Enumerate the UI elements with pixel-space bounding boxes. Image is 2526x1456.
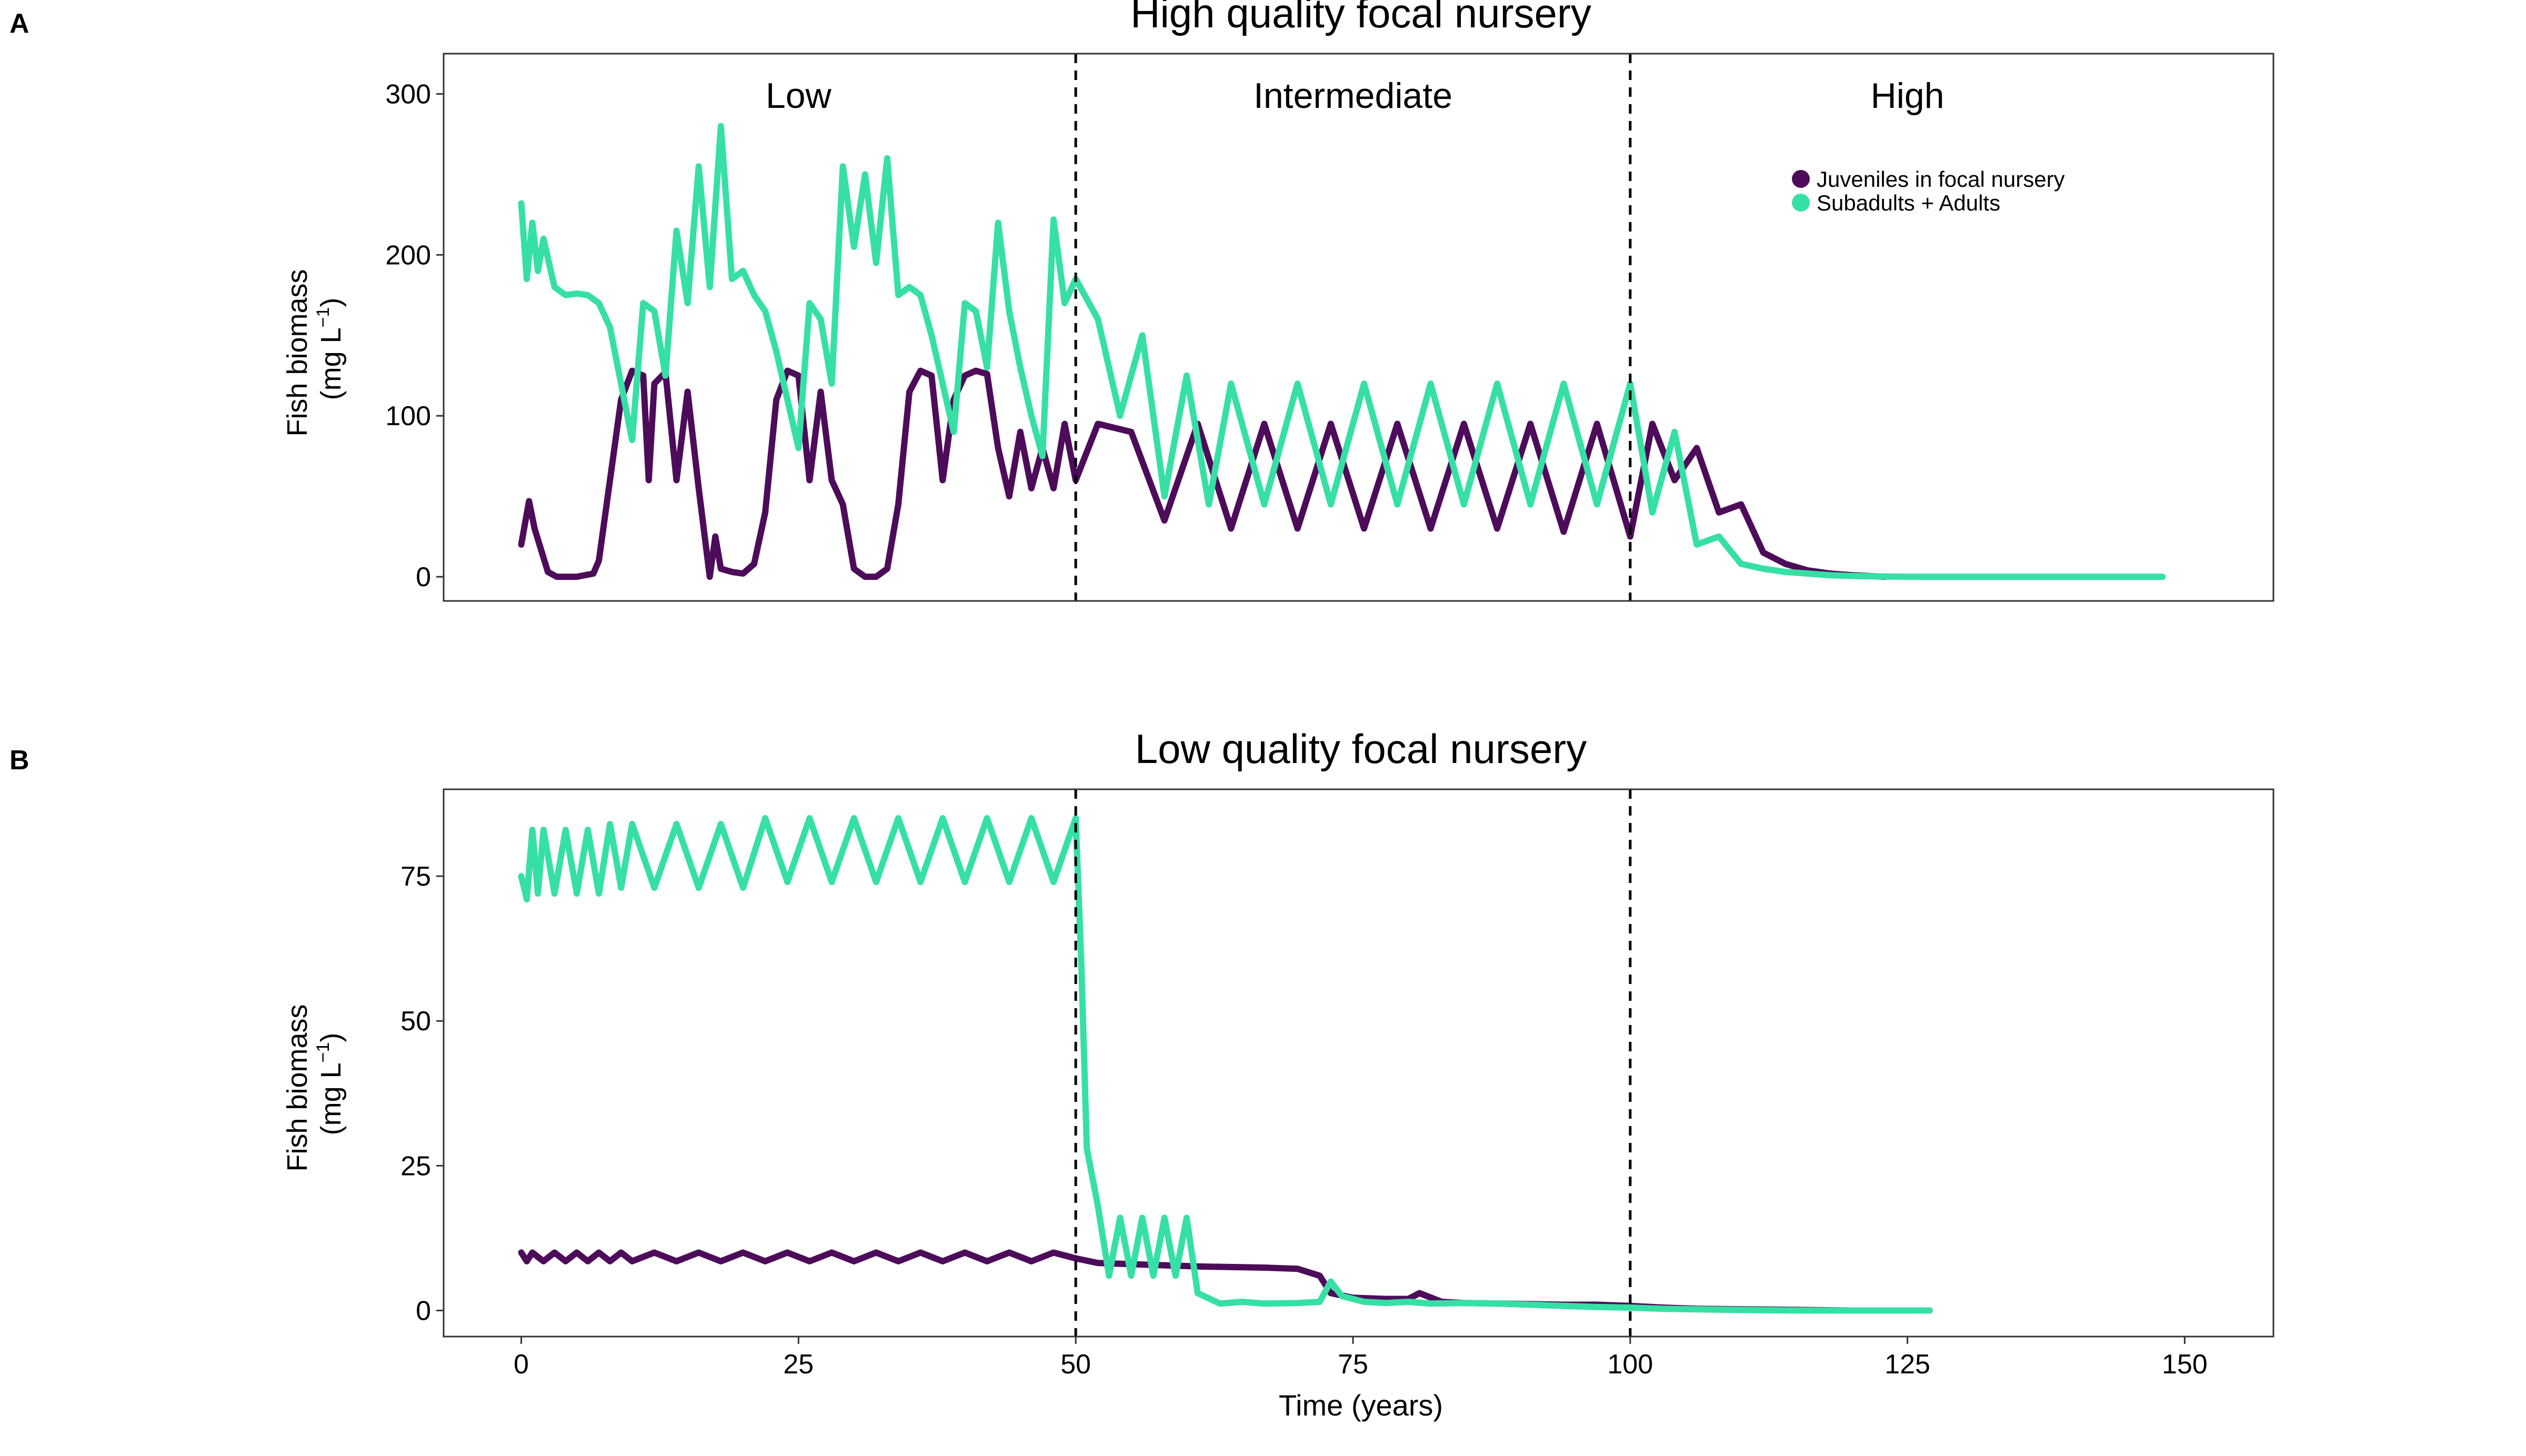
panel-a-y-axis-label-line2: (mg L−1) — [313, 298, 347, 400]
panel-a-y-tick-label-100: 100 — [385, 401, 431, 431]
panel-a-letter: A — [9, 8, 29, 39]
panel-a: A High quality focal nursery Fish biomas… — [9, 0, 2274, 602]
panel-a-title: High quality focal nursery — [1130, 0, 1591, 36]
legend-juveniles-key — [1792, 170, 1810, 188]
panel-b-x-tick-label-0: 0 — [514, 1349, 529, 1380]
panel-a-y-unit-exponent: −1 — [313, 307, 333, 328]
panel-b-y-unit-exponent: −1 — [313, 1042, 333, 1063]
panel-b-series-subadults-adults — [518, 815, 1933, 1314]
panel-b-x-tick-label-50: 50 — [1060, 1349, 1091, 1380]
panel-b-x-tick-label-100: 100 — [1607, 1349, 1653, 1380]
region-label-high: High — [1871, 76, 1944, 116]
legend-subadults-key — [1792, 194, 1810, 212]
panel-b-y-tick-label-50: 50 — [400, 1006, 431, 1037]
legend-juveniles-label: Juveniles in focal nursery — [1817, 167, 2065, 192]
panel-b-y-axis-label-line2: (mg L−1) — [313, 1033, 347, 1136]
panel-b-y-unit-close: ) — [315, 1033, 347, 1042]
panel-b-plot-frame — [443, 788, 2274, 1338]
panel-a-y-axis-label: Fish biomass (mg L−1) — [282, 261, 347, 436]
panel-b-y-tick-label-75: 75 — [400, 861, 431, 892]
panel-b-x-tick-label-150: 150 — [2162, 1349, 2208, 1380]
region-label-low: Low — [766, 76, 832, 116]
panel-b: B Low quality focal nursery Fish biomass… — [9, 726, 2274, 1422]
legend-subadults-label: Subadults + Adults — [1817, 190, 2000, 215]
panel-a-y-tick-label-0: 0 — [416, 562, 431, 593]
panel-a-y-axis-label-line1: Fish biomass — [282, 269, 313, 436]
panel-b-y-tick-label-25: 25 — [400, 1151, 431, 1181]
panel-a-y-tick-label-300: 300 — [385, 79, 431, 109]
panel-b-title: Low quality focal nursery — [1135, 726, 1587, 772]
panel-b-y-axis-label-line1: Fish biomass — [282, 1004, 313, 1171]
panel-b-y-tick-label-0: 0 — [416, 1296, 431, 1326]
panel-b-letter: B — [9, 745, 29, 776]
panel-a-series-subadults-adults — [518, 123, 2166, 580]
panel-b-y-unit: (mg L — [315, 1062, 347, 1135]
panel-b-x-tick-label-125: 125 — [1885, 1349, 1930, 1380]
panel-a-plot-frame — [443, 53, 2274, 602]
panel-a-legend: Juveniles in focal nursery Subadults + A… — [1792, 167, 2065, 215]
panel-b-x-tick-label-25: 25 — [783, 1349, 814, 1380]
panel-a-y-tick-label-200: 200 — [385, 240, 431, 270]
panel-a-region-labels: Low Intermediate High — [766, 76, 1944, 116]
region-label-intermediate: Intermediate — [1254, 76, 1452, 116]
panel-a-y-unit: (mg L — [315, 327, 347, 400]
panel-b-x-tick-label-75: 75 — [1338, 1349, 1368, 1380]
panel-b-y-axis-label: Fish biomass (mg L−1) — [282, 996, 347, 1171]
panel-a-y-unit-close: ) — [315, 298, 347, 307]
panel-a-series-juveniles — [518, 367, 1889, 580]
x-axis-label: Time (years) — [1279, 1389, 1443, 1422]
